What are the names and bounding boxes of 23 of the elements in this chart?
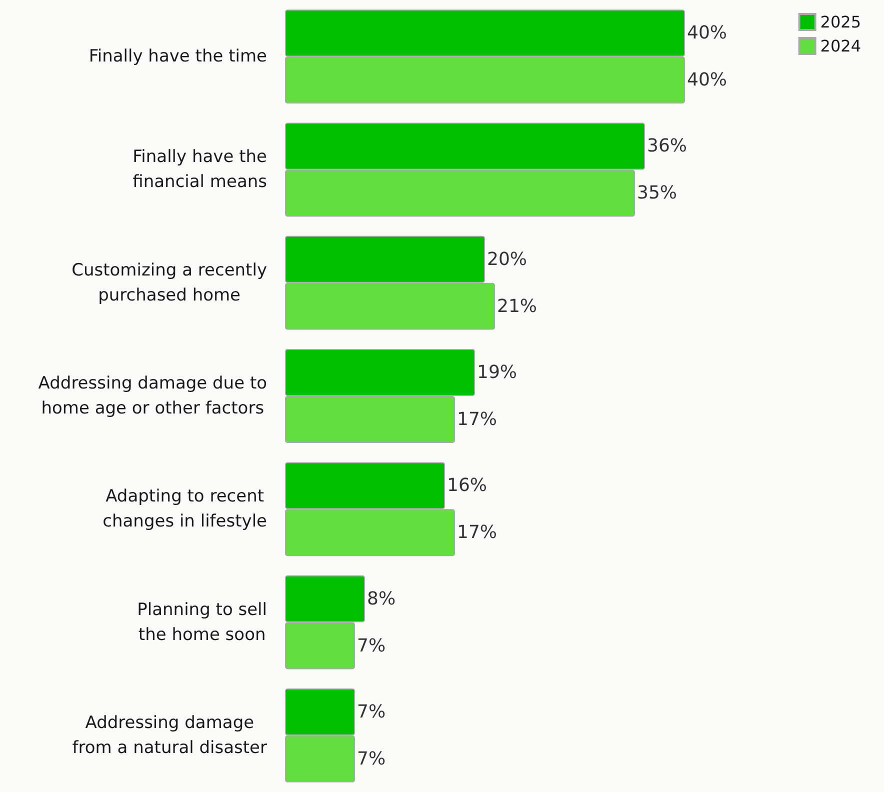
legend-label: 2025 xyxy=(820,12,861,32)
y-tick-label: Finally have the financial means xyxy=(132,147,268,192)
data-label: 20% xyxy=(487,248,528,270)
data-label: 40% xyxy=(687,22,728,44)
data-label: 17% xyxy=(457,522,498,544)
legend-label: 2024 xyxy=(820,36,861,56)
data-label: 7% xyxy=(357,748,386,770)
data-label: 19% xyxy=(477,362,518,384)
data-label: 36% xyxy=(647,136,688,157)
data-label: 8% xyxy=(367,588,396,610)
data-label: 7% xyxy=(357,635,386,656)
y-tick-label: Addressing damage from a natural disaster xyxy=(72,712,268,758)
data-label: 7% xyxy=(357,701,386,722)
y-tick-label: Planning to sell the home soon xyxy=(137,600,268,645)
y-tick-label: Addressing damage due to home age or other factors xyxy=(38,374,268,418)
y-tick-label: Customizing a recently purchased home xyxy=(72,260,268,306)
data-label: 35% xyxy=(637,182,678,204)
data-label: 17% xyxy=(457,408,498,430)
y-tick-label: Finally have the time xyxy=(88,46,268,67)
data-label: 40% xyxy=(687,70,728,91)
y-tick-label: Adapting to recent changes in lifestyle xyxy=(102,486,268,532)
data-label: 16% xyxy=(447,475,488,496)
data-label: 21% xyxy=(497,296,538,317)
